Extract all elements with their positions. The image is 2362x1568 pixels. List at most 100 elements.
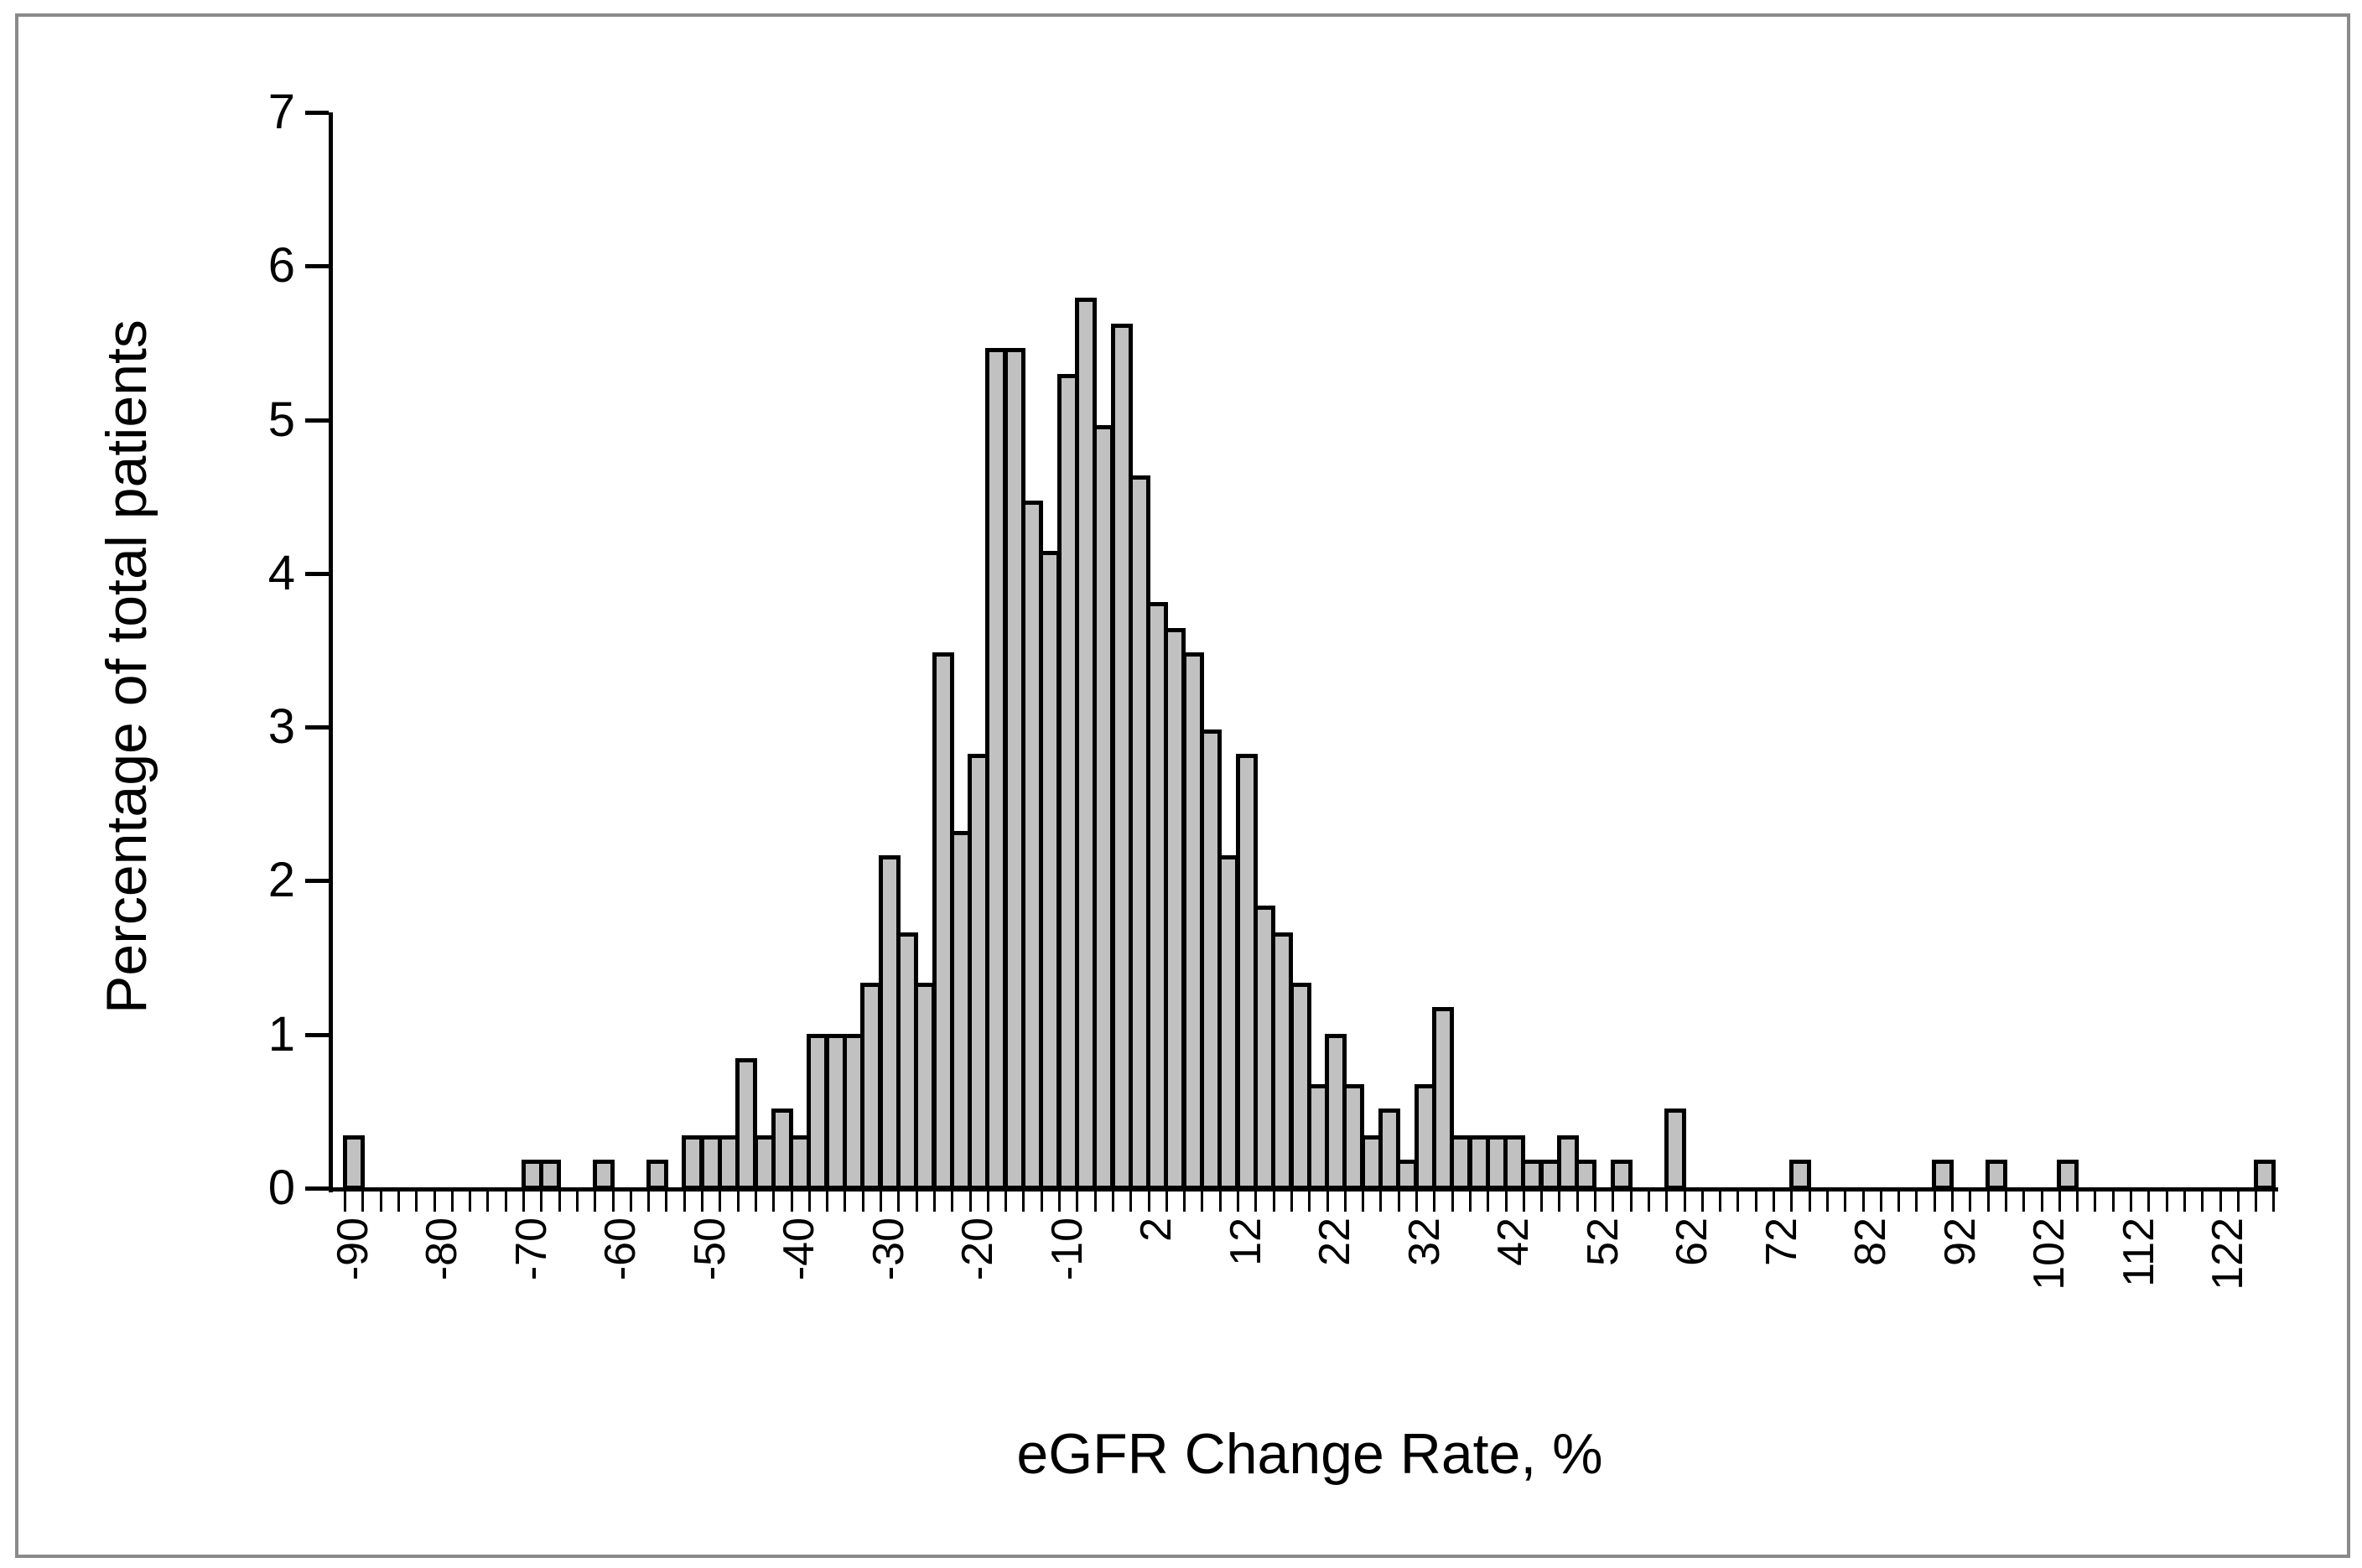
chart-frame: 0 1 2 3 4 5 6 7 -90 -80 -70 -60 -50 -40 -30 -20 -10 2 12 22… (15, 13, 2350, 1558)
x-tick-label: 82 (1846, 1218, 1896, 1266)
x-tick (826, 1190, 829, 1212)
x-tick (1058, 1190, 1061, 1212)
x-tick (2201, 1190, 2204, 1212)
x-tick-label: -50 (685, 1218, 735, 1281)
x-axis-title: eGFR Change Rate, % (1016, 1422, 1603, 1486)
plot-area: 0 1 2 3 4 5 6 7 -90 -80 -70 -60 -50 -40 -30 -20 -10 2 12 22… (3, 3, 2362, 1568)
x-tick (558, 1190, 561, 1212)
x-tick (1647, 1190, 1650, 1212)
x-tick (665, 1190, 668, 1212)
x-tick (2022, 1190, 2026, 1212)
x-tick (986, 1190, 989, 1212)
x-tick (1129, 1190, 1133, 1212)
x-tick (844, 1190, 847, 1212)
x-tick-label: -20 (953, 1218, 1003, 1281)
x-tick (2255, 1190, 2258, 1212)
y-tick (305, 264, 329, 269)
x-tick (1773, 1190, 1775, 1212)
x-tick (1343, 1190, 1347, 1212)
x-tick-label: 32 (1399, 1218, 1449, 1266)
x-tick (1629, 1190, 1633, 1212)
x-tick (880, 1190, 882, 1212)
x-tick (540, 1190, 543, 1212)
x-tick (469, 1190, 472, 1212)
x-tick (611, 1190, 615, 1212)
x-tick (1254, 1190, 1258, 1212)
x-tick (915, 1190, 918, 1212)
x-tick (1111, 1190, 1114, 1212)
x-tick (1897, 1190, 1901, 1212)
y-tick (305, 418, 329, 423)
x-tick (1237, 1190, 1239, 1212)
bar (2253, 1159, 2276, 1190)
x-tick (1415, 1190, 1418, 1212)
bar (1664, 1109, 1686, 1190)
x-tick (861, 1190, 864, 1212)
bar (2057, 1159, 2079, 1190)
y-tick (305, 111, 329, 116)
x-tick (1218, 1190, 1222, 1212)
x-tick (951, 1190, 954, 1212)
x-tick (1362, 1190, 1365, 1212)
x-tick (1004, 1190, 1008, 1212)
x-tick (772, 1190, 776, 1212)
bar (538, 1159, 561, 1190)
bar (1986, 1159, 2008, 1190)
x-tick (2040, 1190, 2043, 1212)
x-tick-label: 72 (1757, 1218, 1806, 1266)
x-tick (504, 1190, 507, 1212)
x-tick (1700, 1190, 1704, 1212)
x-tick (1558, 1190, 1561, 1212)
x-tick (2094, 1190, 2097, 1212)
y-tick (305, 879, 329, 884)
x-tick-label: 112 (2114, 1218, 2163, 1287)
x-tick (397, 1190, 400, 1212)
x-tick (1022, 1190, 1025, 1212)
x-tick (486, 1190, 490, 1212)
x-tick (1969, 1190, 1972, 1212)
x-tick-label: -60 (596, 1218, 646, 1281)
x-tick (1879, 1190, 1882, 1212)
x-tick (344, 1190, 346, 1212)
y-axis-title: Percentage of total patients (95, 319, 158, 1014)
y-tick (305, 1032, 329, 1037)
x-tick (1504, 1190, 1508, 1212)
x-tick (1540, 1190, 1544, 1212)
x-tick (897, 1190, 901, 1212)
x-tick (1433, 1190, 1436, 1212)
x-tick-label: 122 (2204, 1218, 2253, 1290)
x-tick (1093, 1190, 1097, 1212)
x-tick (1915, 1190, 1918, 1212)
x-tick (2004, 1190, 2007, 1212)
x-tick (1594, 1190, 1596, 1212)
x-tick-label: -90 (328, 1218, 377, 1281)
x-tick (2272, 1190, 2276, 1212)
x-tick (1522, 1190, 1525, 1212)
y-tick (305, 1186, 329, 1191)
x-tick-label: -30 (864, 1218, 913, 1281)
x-tick (683, 1190, 686, 1212)
x-tick (361, 1190, 365, 1212)
x-tick-label: 42 (1489, 1218, 1539, 1266)
x-tick (1272, 1190, 1275, 1212)
x-tick (2130, 1190, 2132, 1212)
x-tick (701, 1190, 703, 1212)
x-tick-label: -70 (506, 1218, 556, 1281)
y-tick-label: 7 (267, 85, 295, 140)
y-tick (305, 571, 329, 576)
x-tick (1165, 1190, 1168, 1212)
x-tick (1844, 1190, 1847, 1212)
x-tick (1183, 1190, 1186, 1212)
x-tick (1308, 1190, 1311, 1212)
x-tick (1468, 1190, 1472, 1212)
x-tick (575, 1190, 579, 1212)
y-tick-label: 6 (267, 238, 295, 293)
x-tick-label: 52 (1578, 1218, 1627, 1266)
x-tick (807, 1190, 811, 1212)
x-tick-label: 12 (1221, 1218, 1270, 1266)
x-tick (2111, 1190, 2115, 1212)
x-tick (629, 1190, 632, 1212)
x-tick-label: -80 (418, 1218, 467, 1281)
x-tick (1290, 1190, 1293, 1212)
y-tick-label: 5 (267, 392, 295, 447)
